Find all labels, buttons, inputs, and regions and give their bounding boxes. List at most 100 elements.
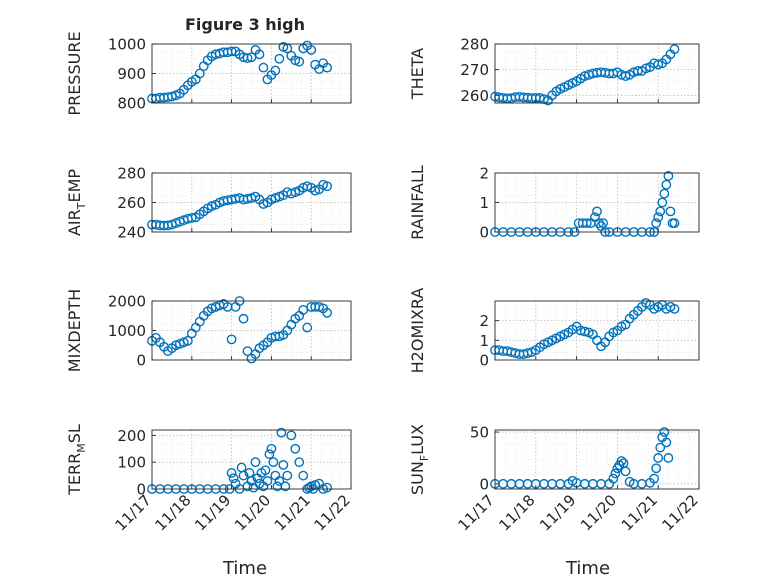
x-tick-label: 11/20 [577,491,620,534]
data-point [294,56,305,67]
y-label-rest: LUX [408,424,427,455]
x-tick-label: 11/21 [618,491,661,534]
y-axis-label: TERRMSL [65,424,88,496]
y-tick-label: 100 [117,454,146,472]
x-tick-label: 11/17 [455,491,498,534]
y-tick-label: 2 [479,165,489,183]
grid [495,173,699,232]
data-point [657,197,668,208]
y-tick-label: 0 [479,475,489,493]
y-label-rest: EMP [65,169,84,203]
x-tick-label: 11/22 [311,491,354,534]
y-tick-label: 260 [460,87,489,105]
y-tick-label: 0 [479,224,489,242]
data-point [186,213,197,223]
data-point [182,335,193,346]
data-point [226,334,237,345]
series-pressure [147,40,333,104]
data-point [659,188,670,199]
data-point [598,218,609,229]
series-air_temp [147,179,333,231]
x-axis-label-left: Time [222,558,267,579]
y-tick-label: 900 [117,65,146,83]
data-point [322,181,333,192]
data-point [594,218,604,229]
y-label-main: SUN [408,461,427,495]
axes-box [494,43,700,104]
data-point [194,68,205,79]
x-tick-label: 11/18 [151,491,194,534]
data-point [304,482,315,493]
data-point [616,456,627,466]
y-tick-label: 0 [136,352,146,370]
data-point [663,171,674,181]
axes-box [151,429,352,490]
data-point [581,218,592,229]
y-label-subscript: T [75,202,88,210]
data-point [322,62,333,73]
data-point [274,476,285,486]
y-tick-label: 1000 [108,322,146,340]
y-label-rest: SL [65,424,84,443]
panel-rainfall: 0 1 2 RAINFALL [408,165,700,242]
data-point [610,468,621,479]
y-axis-label: THETA [408,48,427,100]
data-point [579,326,590,337]
data-point [655,206,666,217]
y-tick-label: 280 [117,165,146,183]
x-tick-label: 11/22 [659,491,702,534]
y-axis-label: PRESSURE [65,31,84,115]
x-axis-label-right: Time [565,558,610,579]
y-axis-label: SUNFLUX [408,424,431,495]
data-point [290,443,301,454]
axes-box [494,300,700,361]
y-tick-label: 1000 [108,36,146,54]
data-point [282,470,293,481]
data-point [258,62,269,73]
data-point [322,482,333,493]
figure-title: Figure 3 high [185,15,305,34]
y-tick-label: 50 [470,424,489,442]
data-point [264,449,275,460]
data-point [663,453,674,463]
data-point [298,470,309,481]
data-point [322,307,333,318]
data-point [522,348,533,359]
data-point [302,322,313,333]
series-mixdepth [147,296,333,364]
grid [495,430,699,489]
x-tick-label: 11/17 [112,491,155,534]
data-point [620,466,631,477]
data-point [669,303,680,314]
y-label-subscript: F [418,455,431,461]
y-axis-label: MIXDEPTH [65,289,84,372]
panel-mixdepth: 0 1000 2000 MIXDEPTH [65,289,352,372]
data-point [620,71,631,81]
data-point [649,473,660,484]
data-point [274,53,285,64]
y-tick-label: 240 [117,224,146,242]
y-tick-label: 260 [117,194,146,212]
data-point [276,427,287,438]
x-tick-label: 11/19 [191,491,234,534]
data-point [286,430,297,441]
y-tick-label: 1 [479,194,489,212]
data-point [653,212,664,223]
panel-pressure: 800 900 1000 PRESSURE [65,31,352,116]
y-tick-label: 0 [479,352,489,370]
data-point [665,206,676,217]
y-tick-label: 2000 [108,293,146,311]
y-tick-label: 1 [479,332,489,350]
data-point [250,457,261,468]
x-tick-label: 11/19 [536,491,579,534]
data-point [242,53,253,64]
data-point [651,463,662,474]
y-tick-label: 200 [117,427,146,445]
y-tick-label: 280 [460,36,489,54]
panel-h2omixra: 0 1 2 H2OMIXRA [408,288,700,373]
y-label-subscript: M [75,443,88,453]
y-tick-label: 270 [460,61,489,79]
